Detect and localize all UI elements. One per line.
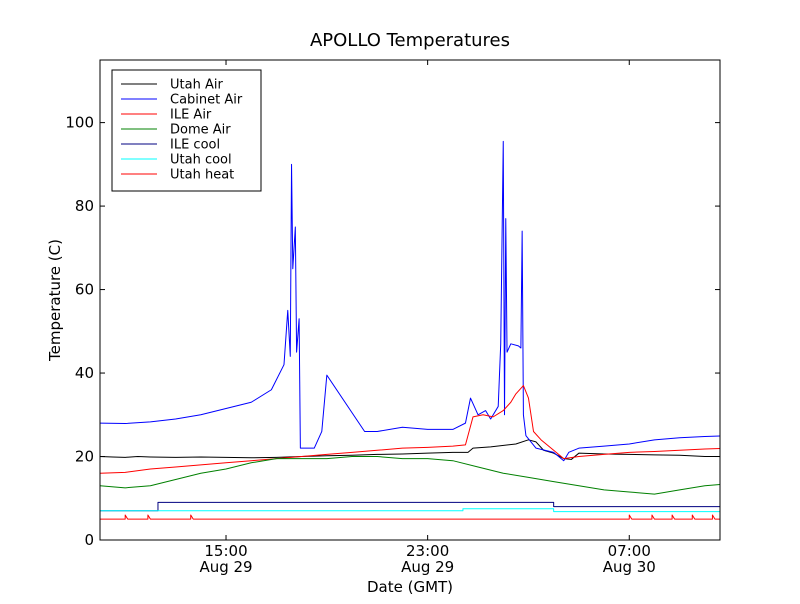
y-tick-label: 100 [65, 114, 94, 132]
x-tick-label-time: 23:00 [406, 542, 449, 560]
x-tick-label-date: Aug 29 [401, 558, 454, 576]
series-line-dome-air [100, 456, 720, 495]
x-tick-label-date: Aug 29 [199, 558, 252, 576]
legend-label: Dome Air [170, 123, 231, 138]
y-tick-label: 60 [75, 281, 94, 299]
y-axis-label: Temperature (C) [46, 239, 64, 362]
y-tick-label: 40 [75, 364, 94, 382]
series-line-utah-cool [100, 508, 720, 513]
legend-label: Utah cool [170, 153, 232, 168]
series-line-cabinet-air [100, 140, 720, 462]
y-tick-label: 0 [84, 531, 94, 549]
legend-box [111, 69, 262, 192]
series-layer [100, 140, 720, 520]
x-axis-label: Date (GMT) [367, 578, 453, 596]
series-line-ile-cool [100, 501, 720, 512]
plot-frame [99, 59, 721, 541]
legend-label: Cabinet Air [170, 93, 243, 108]
x-tick-label-time: 07:00 [608, 542, 651, 560]
x-tick-label-time: 15:00 [204, 542, 247, 560]
legend-label: ILE Air [170, 108, 212, 123]
legend-label: ILE cool [170, 138, 220, 153]
chart-title: APOLLO Temperatures [310, 30, 510, 51]
series-line-ile-air [100, 385, 720, 474]
legend-label: Utah heat [170, 168, 234, 183]
y-tick-label: 20 [75, 448, 94, 466]
series-line-utah-heat [100, 514, 720, 520]
x-tick-label-date: Aug 30 [603, 558, 656, 576]
y-tick-label: 80 [75, 197, 94, 215]
legend-label: Utah Air [170, 78, 223, 93]
